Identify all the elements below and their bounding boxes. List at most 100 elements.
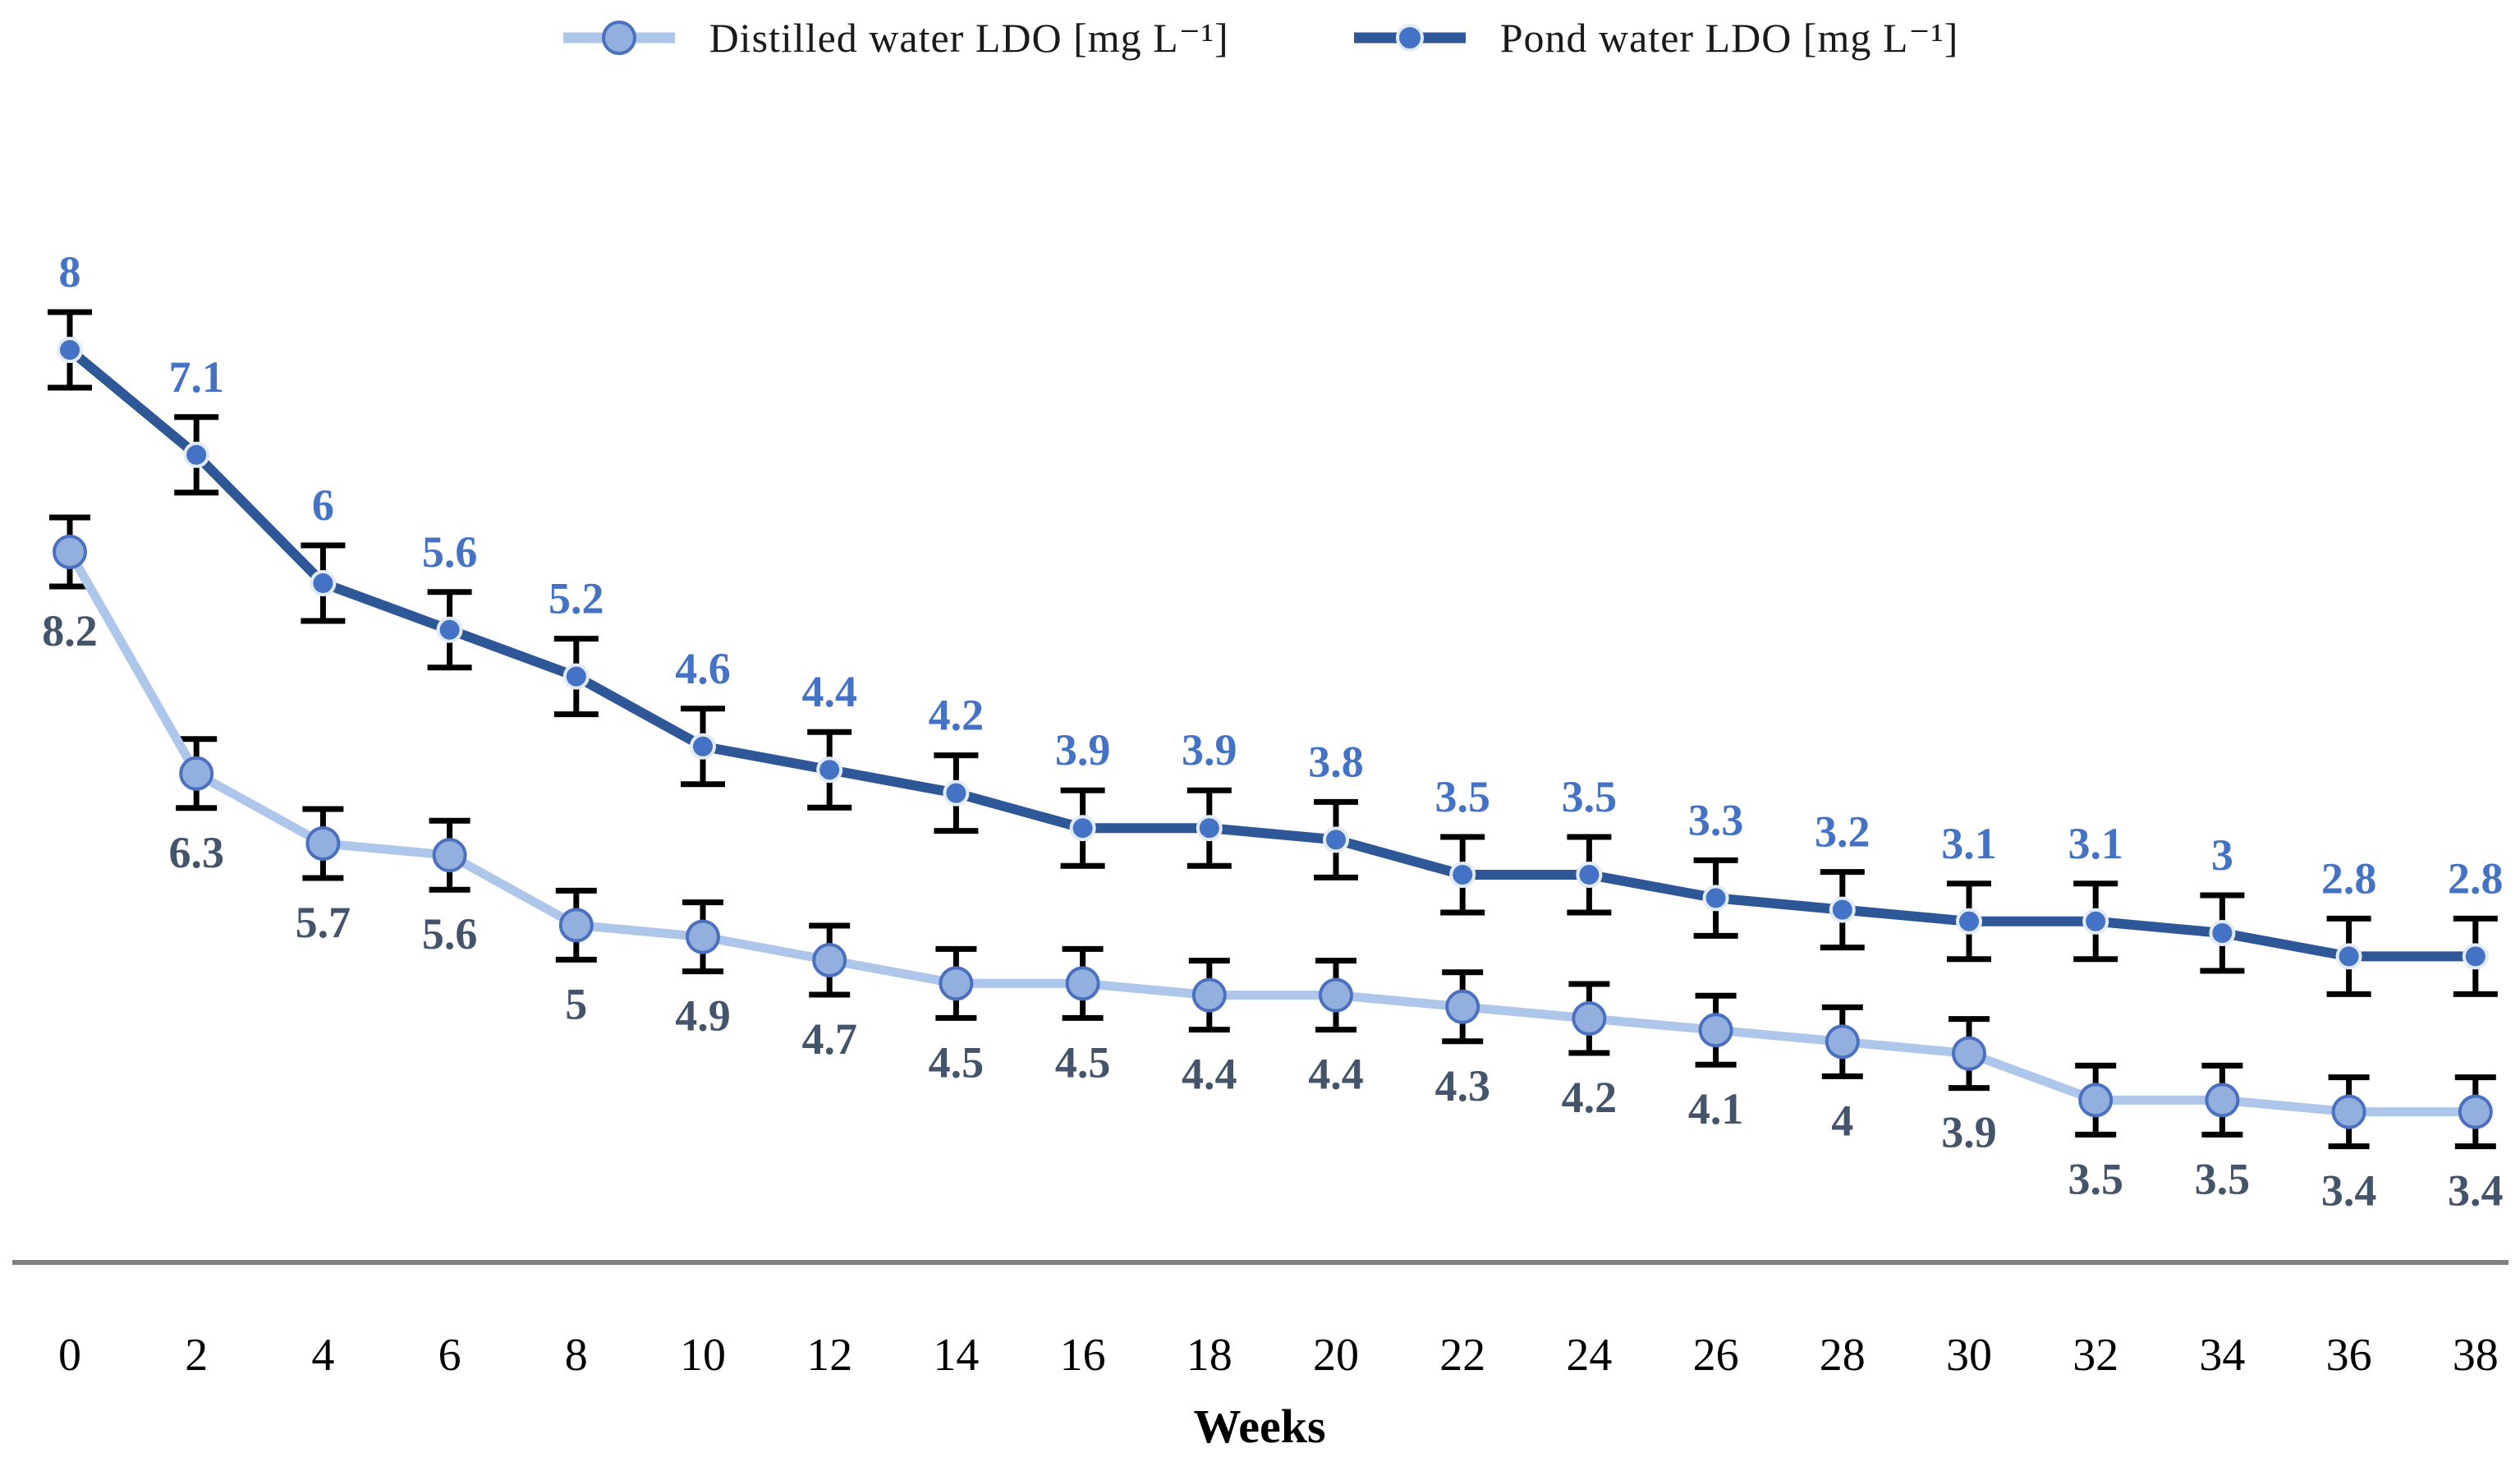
distilled-water-data-label: 4.7 <box>801 1014 857 1064</box>
distilled-water-series: 8.2 6.3 5.7 5.6 5 4.9 4.7 4.5 4.5 4.4 4.4 4.3 4.2 4.1… <box>42 514 2504 1216</box>
distilled-water-data-label: 5.6 <box>422 909 478 959</box>
pond-water-marker <box>2082 908 2109 935</box>
pond-water-marker <box>816 756 843 784</box>
pond-water-marker <box>1829 896 1856 923</box>
distilled-water-marker <box>939 966 974 1001</box>
distilled-water-marker <box>812 943 847 977</box>
pond-water-markers <box>57 337 2489 970</box>
x-tick-label: 26 <box>1693 1330 1739 1381</box>
legend-label-pond-water: Pond water LDO [mg L⁻¹] <box>1499 15 1959 61</box>
pond-water-marker <box>57 337 83 363</box>
distilled-water-data-label: 4 <box>1831 1096 1853 1145</box>
x-tick-label: 4 <box>311 1330 334 1381</box>
pond-water-data-label: 3.3 <box>1688 795 1744 844</box>
pond-water-data-label: 3.8 <box>1308 737 1364 786</box>
pond-water-marker <box>1323 826 1349 853</box>
distilled-water-marker <box>1065 966 1100 1001</box>
pond-water-marker <box>2209 920 2236 946</box>
distilled-water-data-label: 4.4 <box>1182 1050 1237 1099</box>
x-axis-title: Weeks <box>1193 1400 1325 1453</box>
pond-water-marker <box>436 616 463 643</box>
distilled-water-data-label: 4.3 <box>1434 1061 1490 1110</box>
pond-water-marker <box>562 663 590 690</box>
pond-water-data-label: 3.2 <box>1815 807 1870 857</box>
pond-water-marker <box>2335 943 2362 970</box>
distilled-water-marker <box>1445 989 1480 1024</box>
pond-water-data-label: 7.1 <box>168 352 224 402</box>
pond-water-data-label: 3.9 <box>1055 725 1111 775</box>
pond-water-data-label: 4.2 <box>929 691 985 740</box>
x-tick-label: 18 <box>1187 1330 1232 1381</box>
legend-label-distilled-water: Distilled water LDO [mg L⁻¹] <box>709 15 1229 61</box>
x-tick-label: 32 <box>2072 1330 2118 1381</box>
pond-water-data-label: 5.6 <box>422 527 478 577</box>
pond-water-data-label: 4.4 <box>801 667 857 716</box>
pond-water-marker <box>943 779 970 807</box>
distilled-water-marker <box>1825 1024 1860 1060</box>
distilled-water-marker <box>1698 1013 1733 1048</box>
pond-water-data-label: 3.9 <box>1182 725 1237 775</box>
distilled-water-data-label: 4.4 <box>1308 1050 1364 1099</box>
pond-water-marker <box>1196 815 1223 842</box>
x-tick-label: 14 <box>933 1330 979 1381</box>
pond-water-data-label: 3.1 <box>1941 819 1997 868</box>
distilled-water-data-label: 3.5 <box>2068 1154 2123 1203</box>
distilled-water-marker <box>179 756 214 791</box>
legend-marker-pond-icon <box>1353 24 1466 52</box>
distilled-water-marker <box>432 838 467 873</box>
x-tick-label: 30 <box>1946 1330 1992 1381</box>
pond-water-marker <box>1956 908 1982 935</box>
distilled-water-marker <box>2331 1094 2366 1129</box>
distilled-water-data-label: 4.9 <box>675 991 731 1041</box>
pond-water-data-label: 3.1 <box>2068 819 2123 868</box>
distilled-water-data-label: 4.2 <box>1562 1073 1618 1122</box>
distilled-water-markers <box>53 535 2493 1129</box>
distilled-water-data-label: 3.5 <box>2195 1154 2251 1203</box>
distilled-water-data-label: 3.4 <box>2321 1166 2377 1216</box>
distilled-water-marker <box>1952 1036 1986 1071</box>
distilled-water-marker <box>686 919 720 954</box>
x-tick-label: 10 <box>680 1330 726 1381</box>
pond-water-data-label: 4.6 <box>675 644 731 693</box>
legend-marker-distilled-icon <box>562 21 675 55</box>
x-tick-label: 2 <box>185 1330 208 1381</box>
pond-water-marker <box>1576 862 1603 888</box>
distilled-water-data-label: 4.5 <box>1055 1037 1111 1087</box>
distilled-water-data-label: 5 <box>565 979 587 1028</box>
distilled-water-marker <box>1191 977 1227 1013</box>
x-tick-label: 34 <box>2199 1330 2245 1381</box>
pond-water-data-label: 3.5 <box>1562 772 1618 821</box>
distilled-water-data-labels: 8.2 6.3 5.7 5.6 5 4.9 4.7 4.5 4.5 4.4 4.4 4.3 4.2 4.1… <box>42 606 2503 1216</box>
pond-water-marker <box>1449 862 1476 888</box>
distilled-water-line <box>65 547 2481 1117</box>
distilled-water-marker <box>305 826 341 861</box>
pond-water-data-label: 3 <box>2211 830 2233 880</box>
pond-water-line <box>65 345 2481 962</box>
x-tick-label: 16 <box>1060 1330 1106 1381</box>
x-tick-label: 24 <box>1566 1330 1612 1381</box>
x-tick-label: 12 <box>806 1330 852 1381</box>
pond-water-data-label: 5.2 <box>549 574 604 623</box>
distilled-water-marker <box>1319 977 1353 1013</box>
distilled-water-marker <box>2458 1094 2493 1129</box>
pond-water-data-label: 6 <box>312 480 334 530</box>
pond-water-error-bars <box>48 309 2498 997</box>
distilled-water-data-label: 3.4 <box>2448 1166 2504 1216</box>
pond-water-data-label: 2.8 <box>2321 853 2377 903</box>
pond-water-marker <box>1702 885 1729 912</box>
distilled-water-marker <box>1572 1001 1607 1036</box>
x-tick-label: 20 <box>1313 1330 1359 1381</box>
distilled-water-data-label: 6.3 <box>168 828 224 877</box>
legend-item-pond-water: Pond water LDO [mg L⁻¹] <box>1352 11 1959 64</box>
pond-water-data-label: 8 <box>59 247 81 297</box>
pond-water-data-label: 2.8 <box>2448 853 2504 903</box>
distilled-water-marker <box>558 908 594 943</box>
legend: Distilled water LDO [mg L⁻¹] Pond water … <box>0 11 2520 64</box>
pond-water-data-labels: 8 7.1 6 5.6 5.2 4.6 4.4 4.2 3.9 3.9 3.8 3.5 3.5 3.3 3.… <box>59 247 2504 903</box>
pond-water-marker <box>2462 943 2489 970</box>
distilled-water-data-label: 8.2 <box>42 606 98 655</box>
pond-water-marker <box>183 441 210 468</box>
x-tick-label: 0 <box>58 1330 81 1381</box>
